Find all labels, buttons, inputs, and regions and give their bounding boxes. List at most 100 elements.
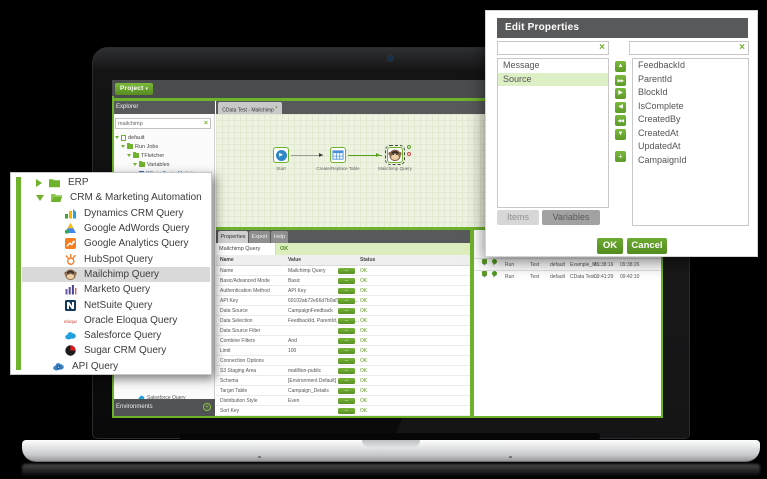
property-row-schema[interactable]: Schema [Environment Default]... OK (216, 376, 470, 386)
edit-property-button[interactable]: ... (338, 267, 355, 274)
edit-property-button[interactable]: ... (338, 407, 355, 414)
success-port-icon[interactable] (407, 145, 411, 149)
property-row-limit[interactable]: Limit 100... OK (216, 346, 470, 356)
edit-property-button[interactable]: ... (338, 317, 355, 324)
edit-property-button[interactable]: ... (338, 337, 355, 344)
project-menu-button[interactable]: Project ▾ (115, 83, 154, 95)
edit-property-button[interactable]: ... (338, 387, 355, 394)
property-row-target-table[interactable]: Target Table Campaign_Details... OK (216, 386, 470, 396)
palette-item-mailchimp-query[interactable]: Mailchimp Query (22, 266, 210, 283)
tree-item-default[interactable]: default (115, 133, 212, 142)
clear-filter-icon[interactable]: × (599, 42, 605, 53)
palette-item-hubspot-query[interactable]: HubSpot Query (22, 251, 210, 266)
items-list-item-source[interactable]: Source (498, 72, 608, 86)
property-row-connection-options[interactable]: Connection Options... OK (216, 356, 470, 366)
explorer-search[interactable]: × (115, 118, 211, 129)
tree-item-run-jobs[interactable]: Run Jobs (115, 142, 212, 151)
ok-button[interactable]: OK (597, 238, 623, 254)
edit-property-button[interactable]: ... (338, 327, 355, 334)
property-row-basic-advanced-mode[interactable]: Basic/Advanced Mode Basic... OK (216, 276, 470, 286)
properties-tab-properties[interactable]: Properties (218, 231, 248, 243)
edit-property-button[interactable]: ... (338, 297, 355, 304)
items-list-item-message[interactable]: Message (503, 60, 540, 70)
add-button[interactable]: + (615, 150, 626, 162)
palette-item-dynamics-crm-query[interactable]: Dynamics CRM Query (22, 206, 210, 221)
move-right-button[interactable]: ▶ (615, 88, 626, 99)
move-left-button[interactable]: ◀ (615, 101, 626, 113)
palette-item-oracle-eloqua-query[interactable]: eloqua Oracle Eloqua Query (22, 313, 210, 328)
property-row-sort-key[interactable]: Sort Key... OK (216, 406, 470, 416)
palette-item-google-analytics-query[interactable]: Google Analytics Query (22, 236, 210, 251)
explorer-search-input[interactable] (117, 119, 200, 128)
component-salesforce-query[interactable]: Salesforce Query (138, 394, 186, 401)
close-tab-icon[interactable]: × (274, 105, 278, 111)
property-row-data-source-filter[interactable]: Data Source Filter... OK (216, 326, 470, 336)
fields-list-item-feedbackid[interactable]: FeedbackId (638, 60, 686, 70)
edit-property-button[interactable]: ... (338, 367, 355, 374)
dialog-tab-variables[interactable]: Variables (542, 210, 600, 225)
task-row[interactable]: + ✓ Run Test default Example_M... 09:38:16 09:3… (474, 258, 661, 271)
expand-task-icon[interactable]: + (482, 259, 487, 268)
expand-task-icon[interactable]: + (482, 271, 487, 280)
edit-property-button[interactable]: ... (338, 347, 355, 354)
fields-list-item-iscomplete[interactable]: IsComplete (638, 100, 684, 111)
palette-item-sugar-crm-query[interactable]: Sugar CRM Query (22, 343, 210, 358)
tree-item-tfletcher[interactable]: TFletcher (115, 151, 212, 160)
property-row-name[interactable]: Name Mailchimp Query... OK (216, 266, 470, 276)
fields-list-item-createdat[interactable]: CreatedAt (638, 127, 679, 138)
canvas-node-mailchimp-query[interactable] (385, 145, 405, 165)
collapse-arrow-icon[interactable] (115, 136, 119, 139)
task-row[interactable]: + ✓ Run Test default CData Test... 09:41:29 09:… (474, 270, 661, 283)
property-row-data-source[interactable]: Data Source CampaignFeedback... OK (216, 306, 470, 316)
property-row-api-key[interactable]: API Key 69102ab72e66d7b0af1b2cf06...... OK (216, 296, 470, 306)
edit-property-button[interactable]: ... (338, 277, 355, 284)
job-tab[interactable]: CData Test - Mailchimp× (218, 102, 282, 114)
palette-item-crm-marketing-automation[interactable]: CRM & Marketing Automation (22, 190, 210, 205)
edit-property-button[interactable]: ... (338, 307, 355, 314)
property-row-s3-staging-area[interactable]: S3 Staging Area matillion-public... OK (216, 366, 470, 376)
add-environment-icon[interactable]: + (203, 403, 211, 411)
dialog-tab-items[interactable]: Items (497, 210, 539, 225)
palette-item-api-query[interactable]: API Query (22, 359, 210, 374)
fields-list-item-updatedat[interactable]: UpdatedAt (638, 141, 681, 151)
canvas-node-create-replace-table[interactable] (330, 147, 346, 163)
fields-list-item-parentid[interactable]: ParentId (638, 73, 673, 84)
property-row-combine-filters[interactable]: Combine Filters And... OK (216, 336, 470, 346)
palette-item-netsuite-query[interactable]: NetSuite Query (22, 297, 210, 312)
failure-port-icon[interactable] (407, 152, 411, 156)
fields-list-item-createdby[interactable]: CreatedBy (638, 114, 681, 124)
move-all-left-button[interactable]: ◀◀ (615, 115, 626, 126)
items-filter-input[interactable]: × (497, 41, 609, 55)
property-row-data-selection[interactable]: Data Selection FeedbackId, ParentId, Bloc… (216, 316, 470, 326)
edit-property-button[interactable]: ... (338, 287, 355, 294)
environments-bar[interactable]: Environments + (112, 399, 215, 416)
fields-list-item-blockid[interactable]: BlockId (638, 87, 668, 97)
properties-tab-export[interactable]: Export (249, 231, 270, 243)
tree-item-variables[interactable]: Variables (115, 160, 212, 169)
palette-item-salesforce-query[interactable]: Salesforce Query (22, 328, 210, 343)
property-row-authentication-method[interactable]: Authentication Method API Key... OK (216, 286, 470, 296)
property-row-distribution-style[interactable]: Distribution Style Even... OK (216, 396, 470, 406)
fields-list-item-campaignid[interactable]: CampaignId (638, 154, 687, 165)
edit-property-button[interactable]: ... (338, 357, 355, 364)
move-up-button[interactable]: ▲ (615, 61, 626, 72)
fields-filter-input[interactable]: × (629, 41, 749, 55)
connector-arrow-icon (376, 152, 380, 157)
cancel-button[interactable]: Cancel (627, 238, 667, 254)
canvas-node-start[interactable]: ▶ (273, 147, 289, 163)
collapse-arrow-icon[interactable] (127, 154, 131, 157)
clear-search-icon[interactable]: × (203, 120, 208, 127)
collapse-arrow-icon[interactable] (121, 145, 125, 148)
collapse-arrow-icon[interactable] (133, 163, 137, 166)
collapse-arrow-icon[interactable] (36, 194, 44, 201)
move-all-right-button[interactable]: ▶▶ (615, 74, 626, 86)
palette-item-marketo-query[interactable]: Marketo Query (22, 282, 210, 297)
palette-item-google-adwords-query[interactable]: Google AdWords Query (22, 221, 210, 236)
clear-filter-icon[interactable]: × (739, 42, 745, 53)
expand-arrow-icon[interactable] (36, 178, 42, 187)
properties-tab-help[interactable]: Help (271, 231, 288, 243)
palette-item-erp[interactable]: ERP (22, 175, 210, 190)
edit-property-button[interactable]: ... (338, 377, 355, 384)
edit-property-button[interactable]: ... (338, 397, 355, 404)
move-down-button[interactable]: ▼ (615, 128, 626, 140)
